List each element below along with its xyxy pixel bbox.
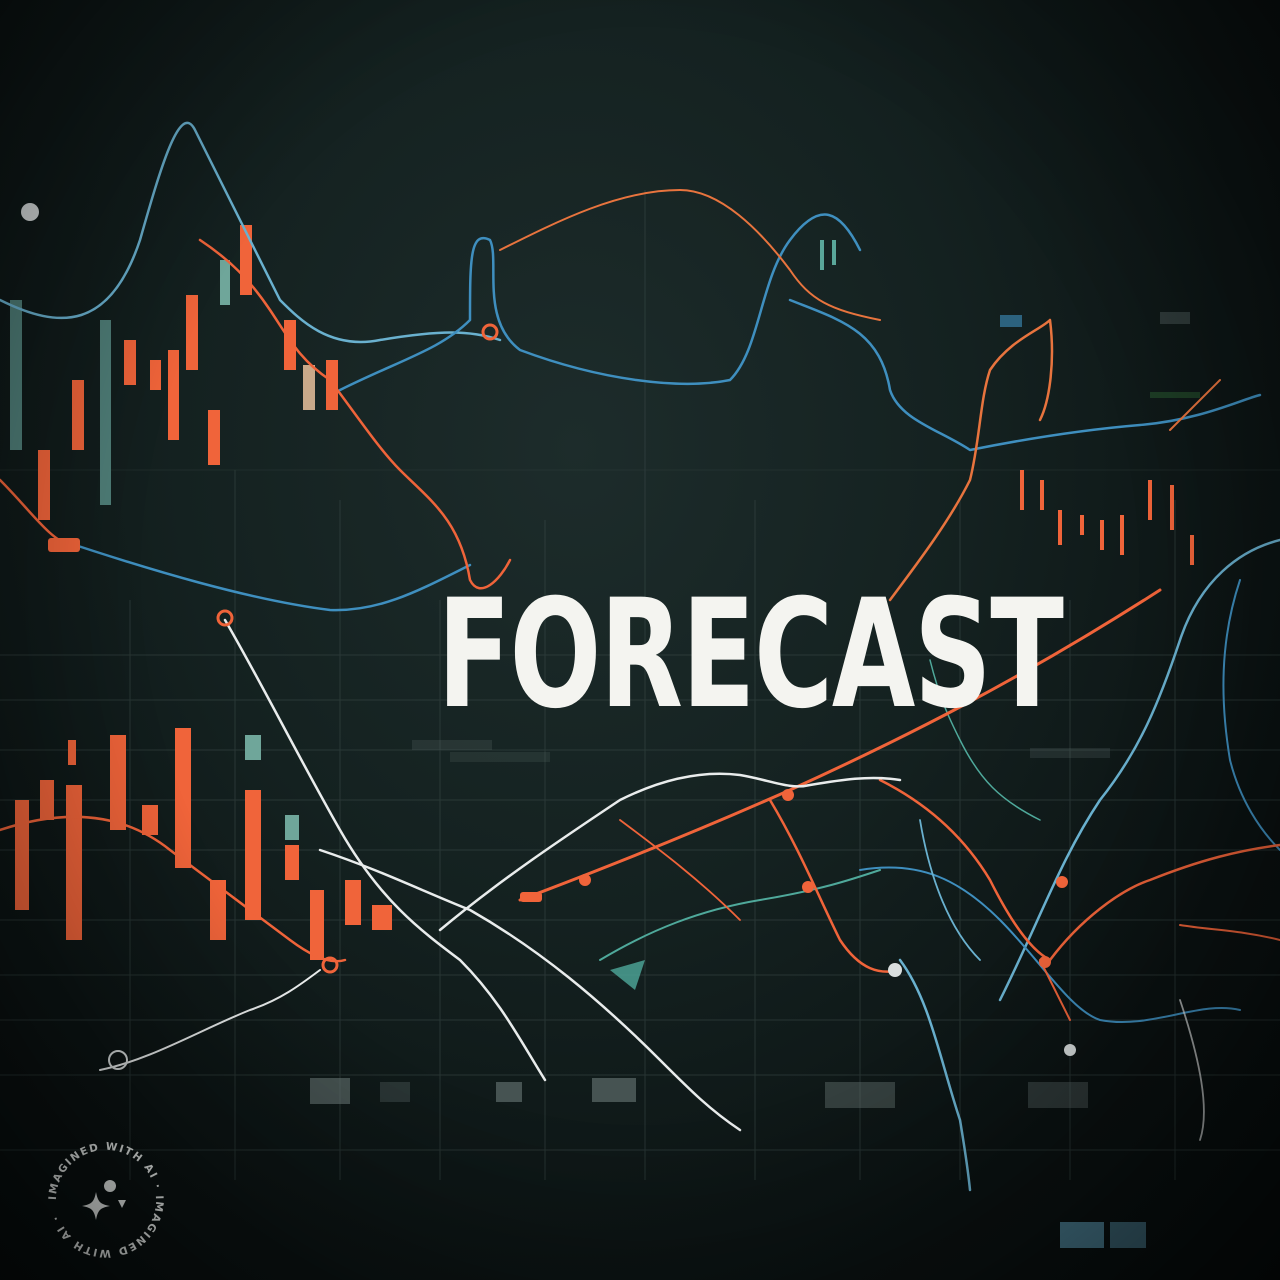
- candles-lower-left: [15, 728, 392, 960]
- imagined-with-ai-badge: IMAGINED WITH AI · IMAGINED WITH AI ·: [47, 1141, 165, 1260]
- sparkle-icon: [82, 1180, 126, 1220]
- candles-right: [820, 240, 1194, 565]
- headline-forecast: FORECAST: [437, 568, 1064, 742]
- badge-text: IMAGINED WITH AI · IMAGINED WITH AI ·: [47, 1141, 165, 1260]
- candles-upper-left: [10, 225, 338, 520]
